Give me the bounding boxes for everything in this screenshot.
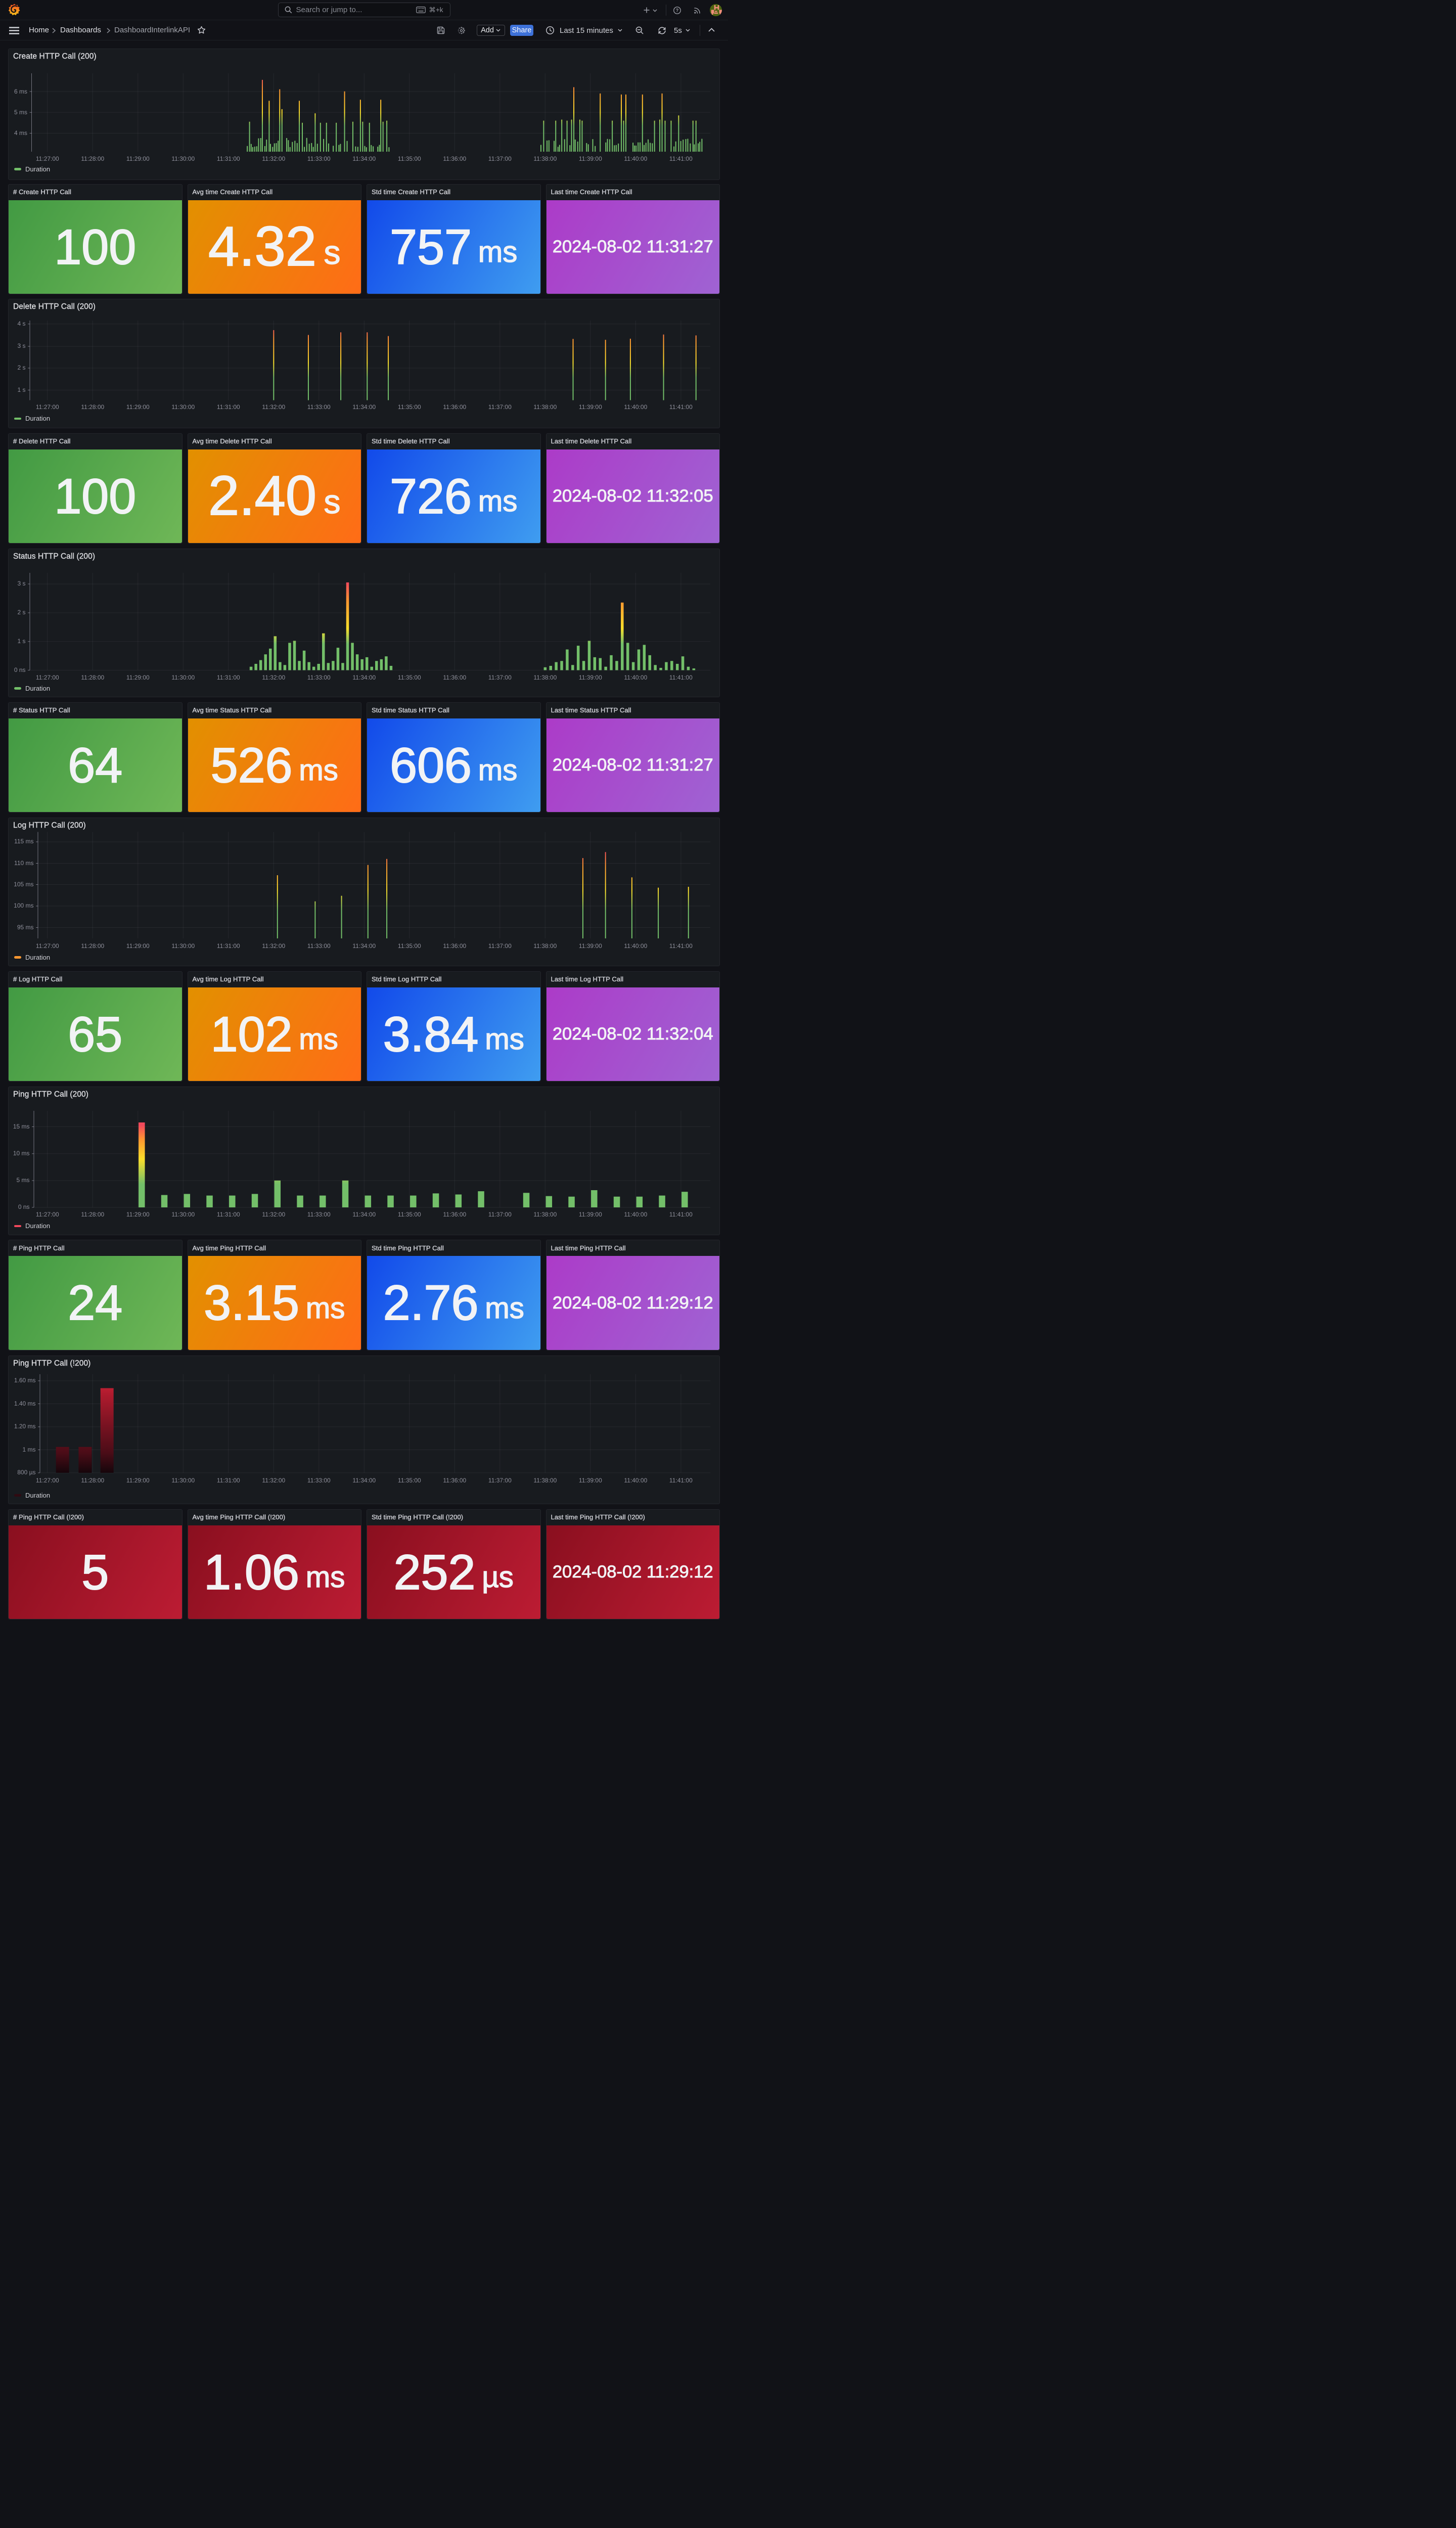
svg-text:?: ? bbox=[676, 8, 678, 13]
